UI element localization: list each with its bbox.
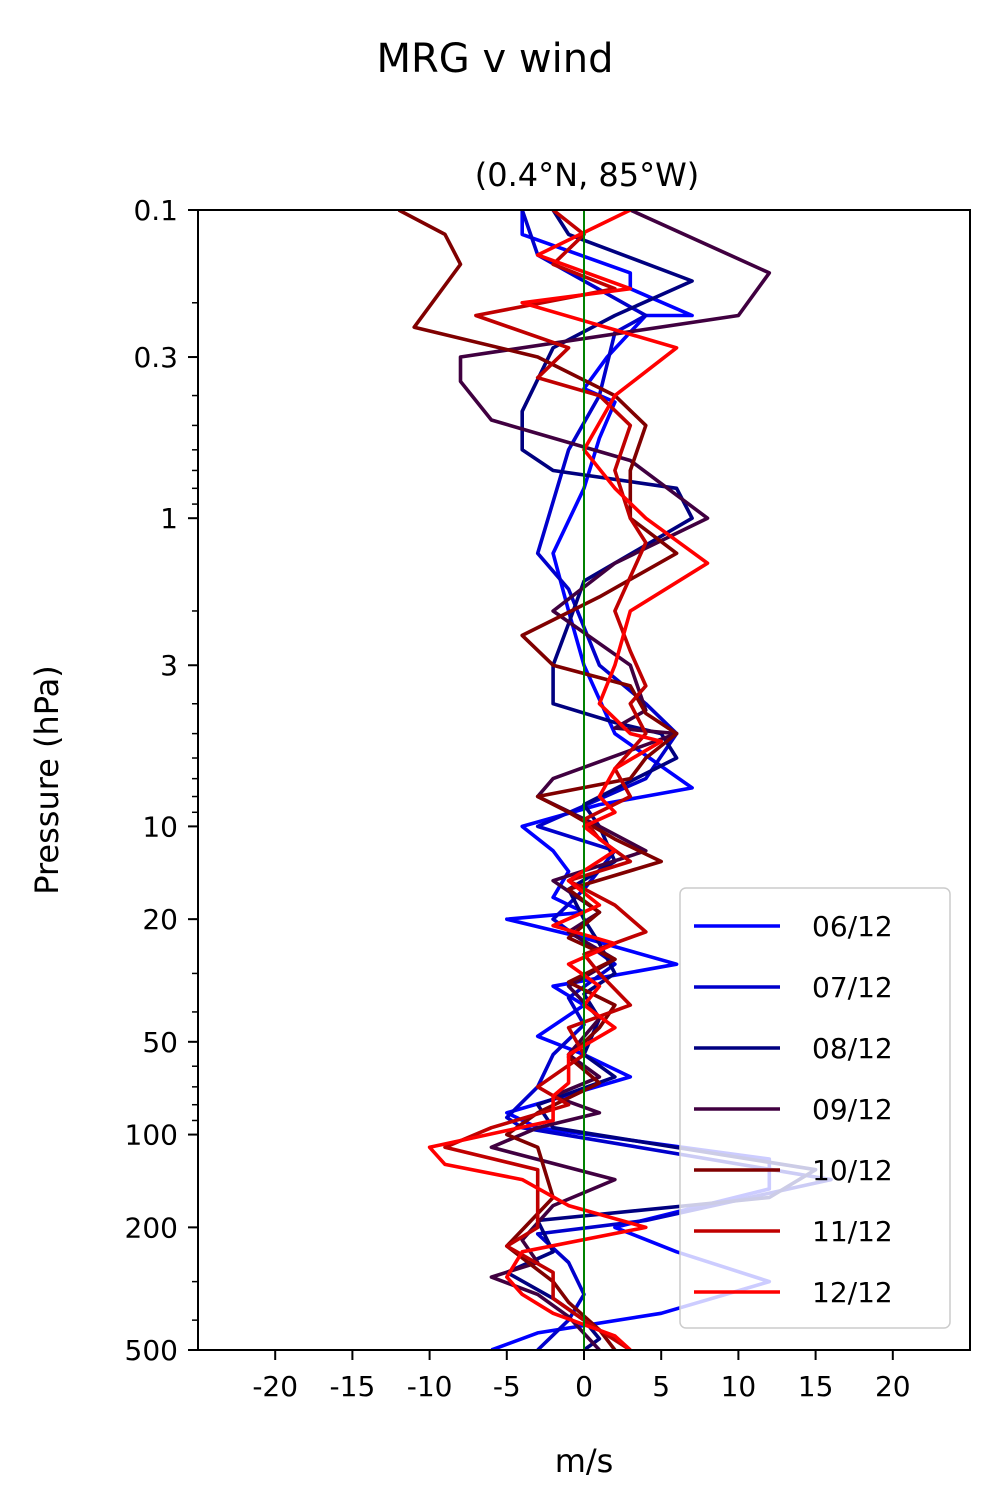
chart-subtitle: (0.4°N, 85°W) [475,156,700,194]
legend-label: 12/12 [812,1276,893,1309]
legend-label: 10/12 [812,1154,893,1187]
axes: -20 -15 -10 -5 0 5 10 15 20 0.1 0.3 1 3 10 20 50 100 200 5… [125,194,971,1403]
y-tick-label: 20 [142,903,178,936]
y-tick-label: 200 [125,1211,178,1244]
y-tick-label: 1 [160,502,178,535]
x-tick-label: -10 [407,1370,453,1403]
chart-title: MRG v wind [377,36,614,82]
plot-area [397,210,833,1350]
x-tick-label: 15 [798,1370,834,1403]
legend-label: 08/12 [812,1032,893,1065]
legend-label: 07/12 [812,971,893,1004]
legend-box [679,887,951,1329]
legend-label: 11/12 [812,1215,893,1248]
series-group [397,210,833,1350]
legend-label: 06/12 [812,910,893,943]
x-tick-label: -20 [252,1370,298,1403]
x-tick-label: 5 [652,1370,670,1403]
series-line-4 [397,210,679,1350]
y-axis-label: Pressure (hPa) [28,665,66,895]
y-tick-label: 10 [142,810,178,843]
y-tick-label: 3 [160,649,178,682]
y-tick-label: 0.3 [133,341,178,374]
legend-label: 09/12 [812,1093,893,1126]
y-tick-label: 0.1 [133,194,178,227]
series-line-6 [427,210,710,1350]
y-tick-label: 50 [142,1026,178,1059]
x-tick-label: -5 [493,1370,521,1403]
legend: 06/12 07/12 08/12 09/12 10/12 11/12 12/12 [679,887,951,1329]
x-axis-label: m/s [555,1442,614,1480]
x-tick-label: 10 [721,1370,757,1403]
x-tick-label: -15 [330,1370,376,1403]
y-tick-label: 100 [125,1119,178,1152]
x-tick-label: 0 [575,1370,593,1403]
x-tick-label: 20 [875,1370,911,1403]
y-tick-label: 500 [125,1334,178,1367]
